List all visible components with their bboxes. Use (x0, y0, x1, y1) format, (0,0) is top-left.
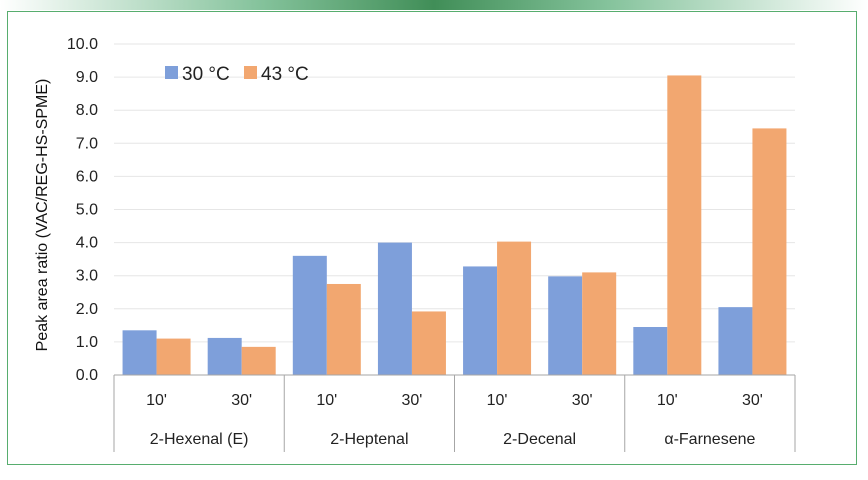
x-group-label: α-Farnesene (664, 431, 755, 448)
y-tick-label: 4.0 (76, 235, 98, 252)
bar (548, 276, 583, 375)
y-tick-label: 6.0 (76, 168, 98, 185)
legend-swatch-43c (244, 66, 257, 79)
x-subcategory-label: 10' (146, 392, 167, 409)
legend-label-30c: 30 °C (182, 64, 230, 85)
bar (497, 241, 532, 375)
x-group-label: 2-Hexenal (E) (150, 431, 249, 448)
bar (411, 311, 446, 375)
x-subcategory-label: 30' (402, 392, 423, 409)
x-subcategory-label: 10' (316, 392, 337, 409)
bar (207, 337, 242, 375)
legend-swatch-30c (165, 66, 178, 79)
bar (752, 128, 787, 375)
y-tick-label: 7.0 (76, 135, 98, 152)
bar (718, 307, 753, 375)
axes (113, 374, 796, 452)
x-subcategory-label: 10' (657, 392, 678, 409)
x-subcategory-label: 30' (742, 392, 763, 409)
x-category-labels: 2-Hexenal (E) 10' 30' 2-Heptenal 10' 30' 2-Dec… (146, 392, 763, 448)
bar (463, 266, 498, 375)
bar (156, 338, 191, 375)
bars (122, 75, 787, 375)
y-tick-label: 8.0 (76, 102, 98, 119)
bar (633, 327, 668, 375)
bar (122, 330, 157, 375)
y-tick-labels: 0.0 1.0 2.0 3.0 4.0 5.0 6.0 7.0 8.0 9.0 10.0 (67, 36, 98, 384)
bar (377, 242, 412, 375)
bar (292, 255, 327, 375)
y-tick-label: 9.0 (76, 69, 98, 86)
y-axis-title: Peak area ratio (VAC/REG-HS-SPME) (34, 79, 51, 352)
legend-label-43c: 43 °C (261, 64, 309, 85)
legend: 30 °C 43 °C (165, 64, 309, 85)
bar (326, 283, 361, 375)
y-tick-label: 0.0 (76, 367, 98, 384)
bar (241, 346, 276, 375)
figure-frame (7, 11, 857, 465)
y-tick-label: 10.0 (67, 36, 98, 53)
x-subcategory-label: 30' (231, 392, 252, 409)
y-tick-label: 5.0 (76, 202, 98, 219)
x-subcategory-label: 30' (572, 392, 593, 409)
y-tick-label: 2.0 (76, 301, 98, 318)
x-subcategory-label: 10' (487, 392, 508, 409)
x-group-label: 2-Heptenal (330, 431, 408, 448)
x-group-label: 2-Decenal (503, 431, 576, 448)
y-tick-label: 3.0 (76, 268, 98, 285)
bar (582, 272, 617, 375)
top-decorative-rule (0, 0, 868, 10)
bar (667, 75, 702, 375)
y-tick-label: 1.0 (76, 334, 98, 351)
